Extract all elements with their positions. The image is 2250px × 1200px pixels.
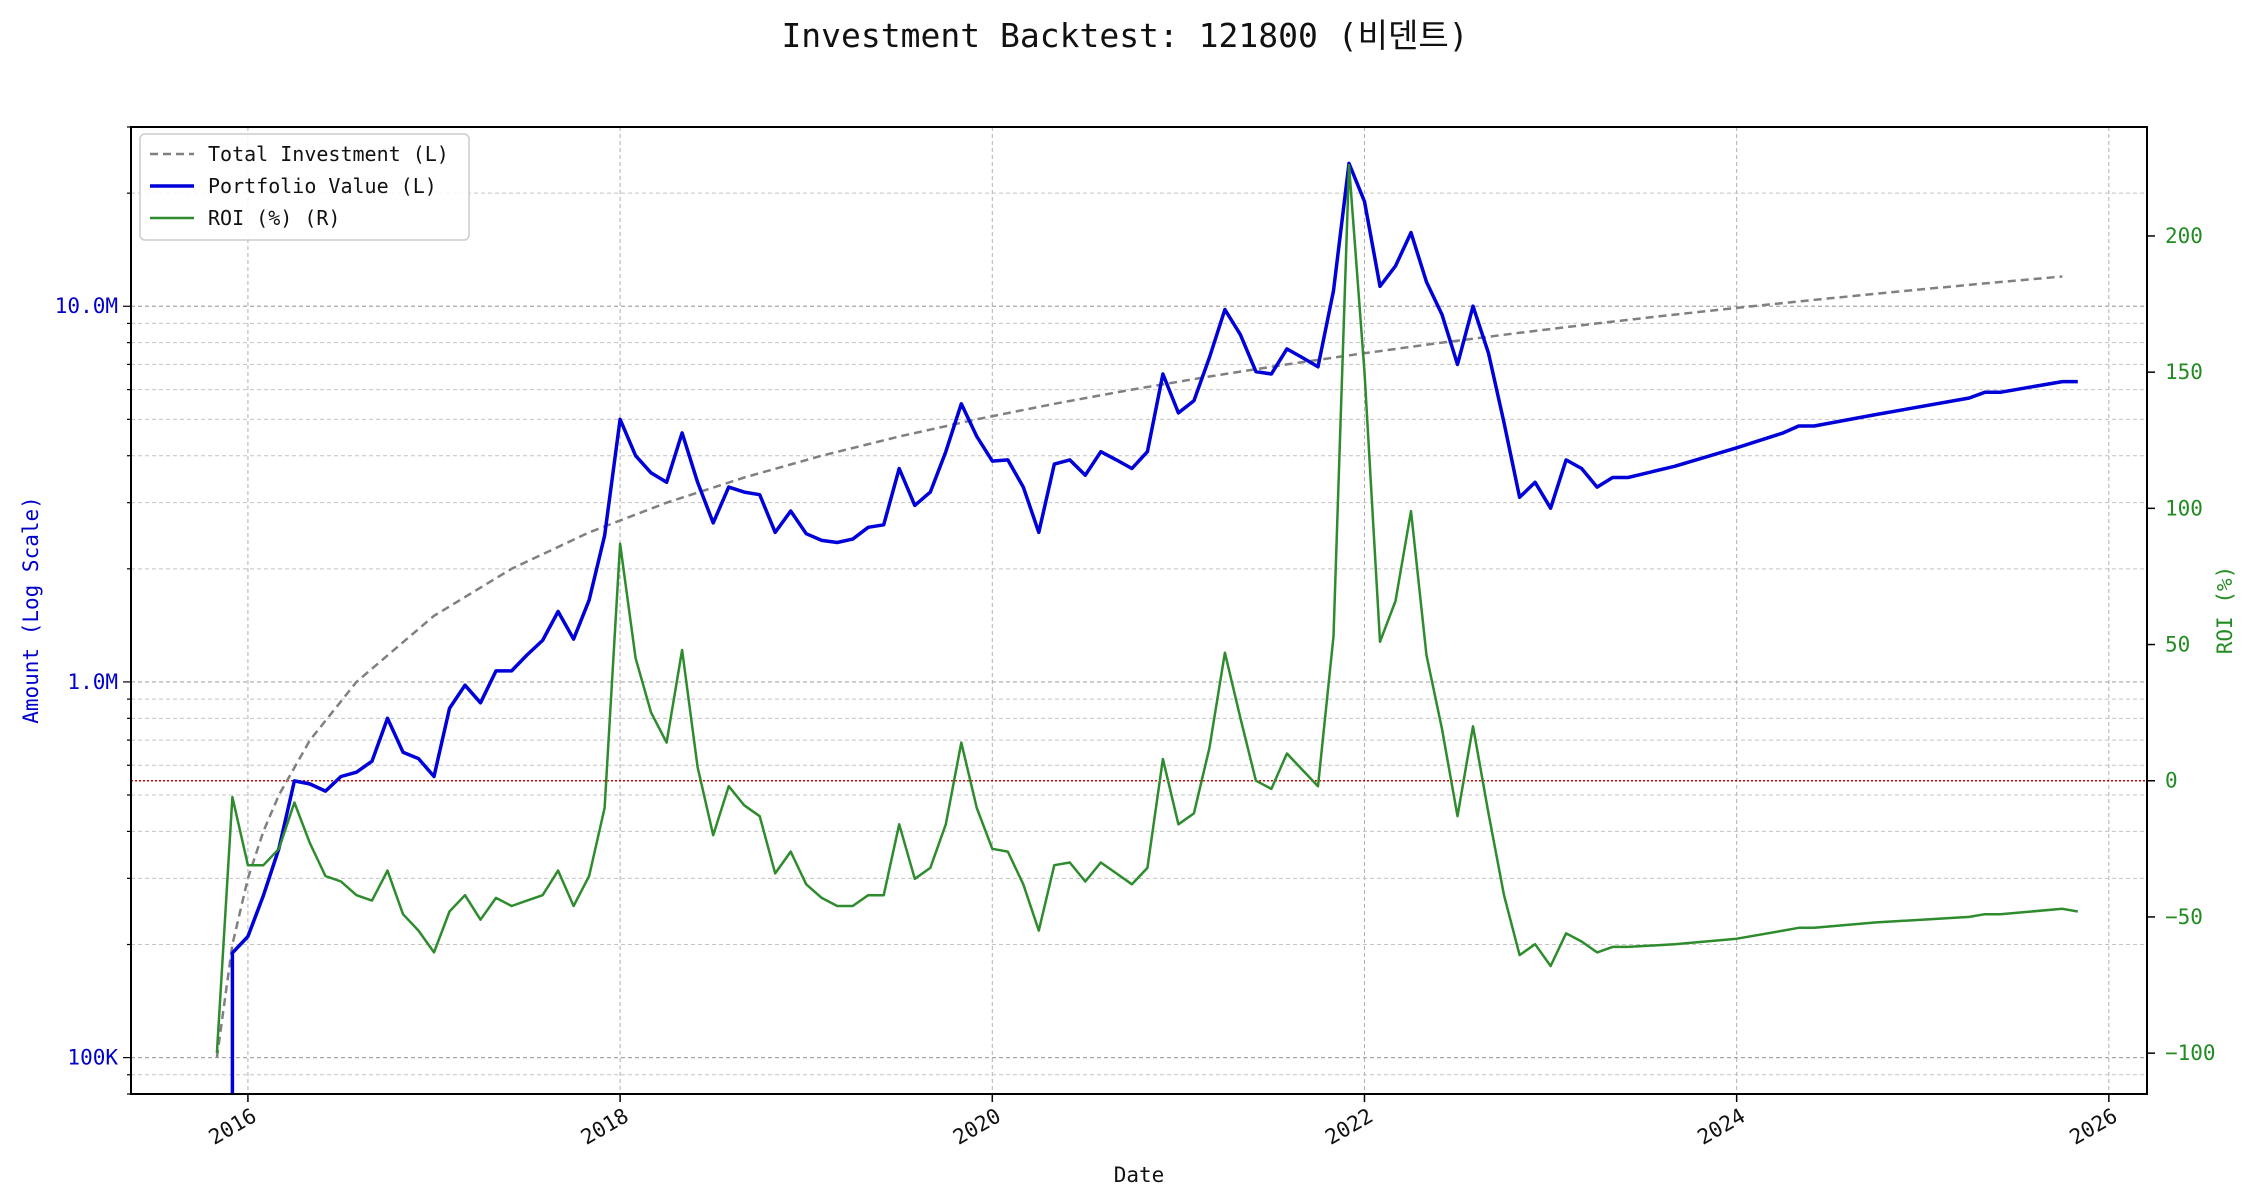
y-right-tick-label: 50 <box>2165 633 2190 657</box>
x-tick-label: 2020 <box>949 1104 1005 1150</box>
y-right-tick-label: −100 <box>2165 1041 2216 1065</box>
y-left-tick-label: 1.0M <box>67 670 118 694</box>
grid <box>131 126 2147 1095</box>
y-right-axis-label: ROI (%) <box>2213 566 2237 655</box>
y-right-tick-label: 100 <box>2165 496 2203 520</box>
y-left-tick-label: 10.0M <box>55 294 118 318</box>
series-roi-line <box>215 163 2079 1054</box>
legend-label-investment: Total Investment (L) <box>208 142 449 166</box>
y-right-tick-label: 0 <box>2165 769 2178 793</box>
y-right-tick-label: 150 <box>2165 360 2203 384</box>
legend-box <box>139 133 470 241</box>
plot-frame <box>130 126 2148 1095</box>
legend-label-portfolio: Portfolio Value (L) <box>208 174 437 198</box>
legend-label-roi: ROI (%) (R) <box>208 206 340 230</box>
x-tick-label: 2024 <box>1693 1104 1749 1150</box>
x-tick-label: 2026 <box>2066 1104 2122 1150</box>
series-total-investment-line <box>215 275 2063 1058</box>
y-left-tick-label: 100K <box>67 1046 118 1070</box>
y-right-tick-label: −50 <box>2165 905 2203 929</box>
x-tick-label: 2016 <box>205 1104 261 1150</box>
x-axis-label: Date <box>1114 1163 1165 1187</box>
chart-title: Investment Backtest: 121800 (비덴트) <box>781 16 1468 55</box>
y-right-tick-label: 200 <box>2165 224 2203 248</box>
series-group <box>215 161 2079 1094</box>
axis-ticks: 2016 2018 2020 2022 2024 2026 100K 1.0M 10.0M −10… <box>55 126 2216 1150</box>
x-tick-label: 2022 <box>1321 1104 1377 1150</box>
x-tick-label: 2018 <box>577 1104 633 1150</box>
y-left-axis-label: Amount (Log Scale) <box>19 496 43 724</box>
series-portfolio-value-line <box>230 161 2078 1094</box>
legend: Total Investment (L) Portfolio Value (L)… <box>139 133 470 241</box>
